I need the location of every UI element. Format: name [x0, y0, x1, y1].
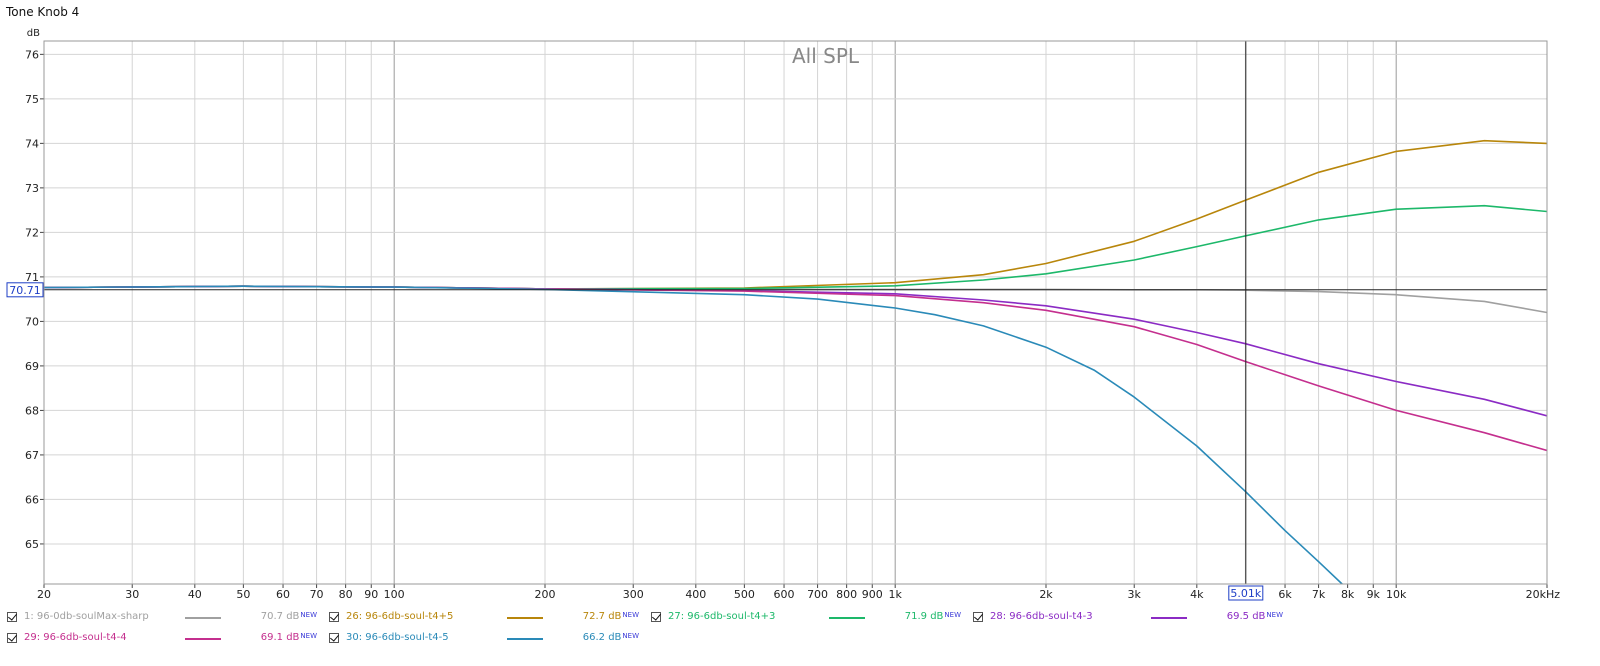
legend-color-swatch: [507, 638, 543, 640]
legend-value: 70.7 dBNEW: [237, 611, 317, 622]
legend-value: 71.9 dBNEW: [881, 611, 961, 622]
ticks: 65 66 67 68 69 70 71 72 73 74 75 76 20 30 40 50 60 70 80 90…: [25, 48, 1560, 601]
x-tick-label: 900: [862, 588, 883, 601]
x-tick-label: 1k: [888, 588, 902, 601]
legend-color-swatch: [185, 638, 221, 640]
x-tick-label: 80: [339, 588, 353, 601]
x-tick-label: 70: [310, 588, 324, 601]
legend-checkbox[interactable]: [329, 633, 339, 643]
x-tick-label: 700: [807, 588, 828, 601]
legend-item[interactable]: 26: 96-6db-soul-t4+5 72.7 dBNEW: [329, 611, 644, 627]
cursor-x-readout-box: [1228, 585, 1264, 601]
legend-value: 69.5 dBNEW: [1203, 611, 1283, 622]
legend-value: 69.1 dBNEW: [237, 632, 317, 643]
legend-series-name: 30: 96-6db-soul-t4-5: [346, 632, 449, 643]
x-tick-label: 4k: [1190, 588, 1204, 601]
legend-new-badge: NEW: [300, 632, 317, 640]
legend-new-badge: NEW: [300, 611, 317, 619]
y-tick-label: 68: [25, 404, 39, 417]
legend-checkbox[interactable]: [973, 612, 983, 622]
x-tick-label: 2k: [1039, 588, 1053, 601]
legend-value-text: 71.9 dB: [904, 611, 944, 622]
x-tick-label: 6k: [1278, 588, 1292, 601]
x-tick-label: 60: [276, 588, 290, 601]
y-tick-label: 70: [25, 315, 39, 328]
legend-new-badge: NEW: [622, 611, 639, 619]
legend-value: 72.7 dBNEW: [559, 611, 639, 622]
legend-series-name: 28: 96-6db-soul-t4-3: [990, 611, 1093, 622]
plot-area: [44, 41, 1547, 584]
y-tick-label: 66: [25, 493, 39, 506]
legend-item[interactable]: 29: 96-6db-soul-t4-4 69.1 dBNEW: [7, 632, 322, 648]
x-tick-label: 800: [836, 588, 857, 601]
legend-item[interactable]: 1: 96-0db-soulMax-sharp 70.7 dBNEW: [7, 611, 322, 627]
y-tick-label: 74: [25, 137, 39, 150]
spl-chart[interactable]: 65 66 67 68 69 70 71 72 73 74 75 76 20 30 40 50 60 70 80 90…: [0, 0, 1600, 610]
legend-series-name: 29: 96-6db-soul-t4-4: [24, 632, 127, 643]
y-tick-label: 71: [25, 271, 39, 284]
plot-frame: [43, 40, 1548, 585]
legend-color-swatch: [1151, 617, 1187, 619]
x-tick-label: 90: [364, 588, 378, 601]
y-tick-label: 69: [25, 360, 39, 373]
x-tick-label: 3k: [1128, 588, 1142, 601]
x-tick-label: 500: [734, 588, 755, 601]
x-tick-label: 200: [535, 588, 556, 601]
x-tick-label: 600: [774, 588, 795, 601]
legend-color-swatch: [507, 617, 543, 619]
legend-value-text: 66.2 dB: [582, 632, 622, 643]
legend-color-swatch: [185, 617, 221, 619]
x-tick-label: 100: [384, 588, 405, 601]
x-tick-label: 9k: [1367, 588, 1381, 601]
legend-checkbox[interactable]: [329, 612, 339, 622]
x-tick-label: 400: [685, 588, 706, 601]
legend-value-text: 72.7 dB: [582, 611, 622, 622]
x-tick-label: 7k: [1312, 588, 1326, 601]
y-tick-label: 73: [25, 182, 39, 195]
cursor-y-readout-box: [6, 282, 44, 298]
window-title: Tone Knob 4: [6, 5, 80, 19]
x-tick-label: 300: [623, 588, 644, 601]
legend-new-badge: NEW: [944, 611, 961, 619]
x-tick-label: 20kHz: [1526, 588, 1561, 601]
y-axis-label: dB: [27, 28, 40, 39]
legend-new-badge: NEW: [622, 632, 639, 640]
legend-item[interactable]: 30: 96-6db-soul-t4-5 66.2 dBNEW: [329, 632, 644, 648]
x-tick-label: 50: [236, 588, 250, 601]
legend-value-text: 70.7 dB: [260, 611, 300, 622]
legend-item[interactable]: 28: 96-6db-soul-t4-3 69.5 dBNEW: [973, 611, 1288, 627]
x-tick-label: 30: [125, 588, 139, 601]
chart-title: All SPL: [792, 44, 860, 68]
legend-value: 66.2 dBNEW: [559, 632, 639, 643]
y-tick-label: 72: [25, 226, 39, 239]
x-tick-label: 8k: [1341, 588, 1355, 601]
legend-series-name: 27: 96-6db-soul-t4+3: [668, 611, 776, 622]
legend-checkbox[interactable]: [7, 612, 17, 622]
y-tick-label: 75: [25, 93, 39, 106]
cursor-y-readout: 70.71: [9, 284, 41, 297]
y-tick-label: 67: [25, 449, 39, 462]
legend-series-name: 26: 96-6db-soul-t4+5: [346, 611, 454, 622]
legend-checkbox[interactable]: [7, 633, 17, 643]
legend-color-swatch: [829, 617, 865, 619]
x-tick-label: 20: [37, 588, 51, 601]
legend-item[interactable]: 27: 96-6db-soul-t4+3 71.9 dBNEW: [651, 611, 966, 627]
series-line-6: [44, 285, 1343, 584]
y-tick-label: 65: [25, 538, 39, 551]
legend-checkbox[interactable]: [651, 612, 661, 622]
legend-value-text: 69.5 dB: [1226, 611, 1266, 622]
legend-value-text: 69.1 dB: [260, 632, 300, 643]
y-tick-label: 76: [25, 48, 39, 61]
legend-new-badge: NEW: [1266, 611, 1283, 619]
x-tick-label: 10k: [1386, 588, 1407, 601]
legend-series-name: 1: 96-0db-soulMax-sharp: [24, 611, 149, 622]
x-tick-label: 40: [188, 588, 202, 601]
cursor-x-readout: 5.01k: [1230, 587, 1261, 600]
